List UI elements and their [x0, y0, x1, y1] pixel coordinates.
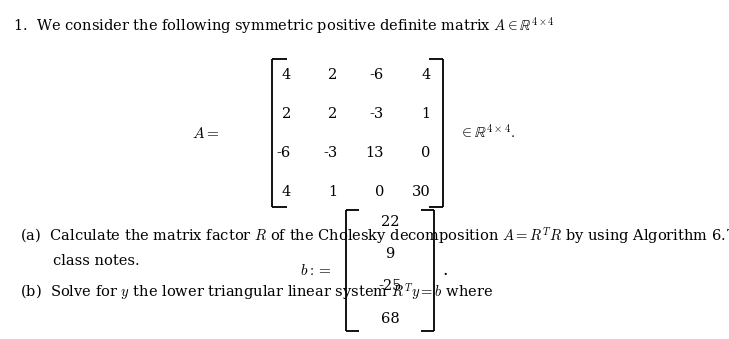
Text: 2: 2: [328, 106, 338, 121]
Text: 13: 13: [366, 145, 384, 160]
Text: class notes.: class notes.: [53, 254, 140, 267]
Text: (b)  Solve for $y$ the lower triangular linear system $R^T y = b$ where: (b) Solve for $y$ the lower triangular l…: [20, 281, 494, 302]
Text: 0: 0: [375, 184, 384, 199]
Text: -3: -3: [370, 106, 384, 121]
Text: 1: 1: [329, 184, 338, 199]
Text: 9: 9: [386, 247, 394, 261]
Text: 2: 2: [282, 106, 291, 121]
Text: 0: 0: [421, 145, 431, 160]
Text: -6: -6: [277, 145, 291, 160]
Text: 2: 2: [328, 67, 338, 82]
Text: (a)  Calculate the matrix factor $R$ of the Cholesky decomposition $A = R^T R$ b: (a) Calculate the matrix factor $R$ of t…: [20, 225, 729, 246]
Text: 4: 4: [282, 67, 291, 82]
Text: .: .: [443, 262, 448, 279]
Text: 1: 1: [421, 106, 431, 121]
Text: -6: -6: [370, 67, 384, 82]
Text: 4: 4: [421, 67, 431, 82]
Text: 22: 22: [381, 215, 399, 229]
Text: -25: -25: [378, 279, 402, 294]
Text: $A=$: $A=$: [192, 125, 219, 141]
Text: 1.  We consider the following symmetric positive definite matrix $A \in \mathbb{: 1. We consider the following symmetric p…: [13, 15, 555, 36]
Text: 68: 68: [381, 312, 399, 326]
Text: 30: 30: [412, 184, 431, 199]
Text: -3: -3: [324, 145, 338, 160]
Text: 4: 4: [282, 184, 291, 199]
Text: $\in \mathbb{R}^{4\times4}.$: $\in \mathbb{R}^{4\times4}.$: [459, 124, 515, 142]
Text: $b :=$: $b :=$: [300, 263, 332, 278]
